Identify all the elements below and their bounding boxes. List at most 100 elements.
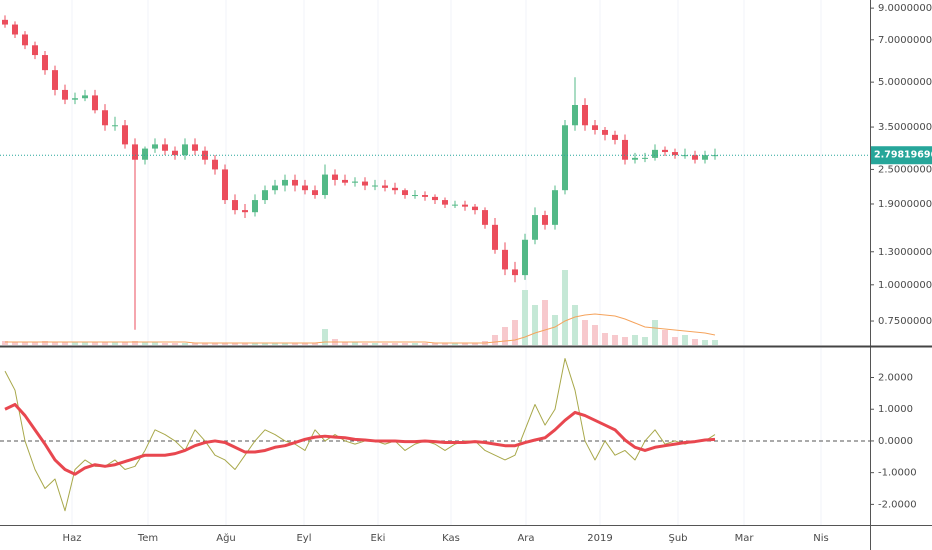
candle-body (382, 185, 388, 188)
volume-bar (632, 335, 638, 345)
volume-bar (522, 290, 528, 345)
candle-body (652, 149, 658, 158)
candle-body (462, 204, 468, 207)
x-tick-label: Nis (813, 533, 828, 544)
candle-body (642, 157, 648, 159)
candle-body (352, 181, 358, 183)
volume-bar (472, 343, 478, 345)
candle-body (662, 149, 668, 153)
x-tick-label: Tem (137, 533, 158, 544)
x-tick-label: Eki (371, 533, 386, 544)
volume-bar (602, 333, 608, 345)
candle-body (442, 200, 448, 205)
y-tick-label: 0.0000 (878, 436, 913, 447)
volume-bar (442, 343, 448, 345)
volume-bar (512, 320, 518, 345)
candle-body (342, 179, 348, 183)
volume-bar (622, 337, 628, 345)
candle-body (172, 150, 178, 156)
x-tick-label: Haz (63, 533, 82, 544)
volume-ma-line (5, 313, 716, 344)
volume-bar (292, 343, 298, 345)
candle-body (62, 89, 68, 100)
y-tick-label: 1.90000000 (878, 199, 932, 210)
volume-bar (682, 335, 688, 345)
volume-bar (322, 329, 328, 345)
volume-bar (372, 343, 378, 345)
volume-bar (392, 343, 398, 345)
x-tick-label: 2019 (587, 533, 612, 544)
x-tick-label: Kas (442, 533, 460, 544)
volume-bar (562, 270, 568, 345)
volume-bar (62, 342, 68, 345)
volume-bar (122, 342, 128, 345)
volume-bar (452, 343, 458, 345)
candle-body (82, 95, 88, 99)
y-tick-label: 1.30000000 (878, 247, 932, 258)
candle-body (162, 144, 168, 151)
volume-bar (712, 340, 718, 345)
volume-bar (152, 342, 158, 345)
volume-bar (52, 342, 58, 345)
volume-bar (582, 320, 588, 345)
candle-body (232, 200, 238, 211)
candle-body (22, 34, 28, 46)
candle-body (152, 144, 158, 149)
last-price-box (871, 146, 932, 165)
volume-bar (32, 342, 38, 345)
last-price-label: 2.79819696 (874, 150, 932, 161)
candle-body (272, 185, 278, 191)
oscillator-line (4, 402, 716, 476)
candle-body (622, 139, 628, 160)
volume-bar (132, 341, 138, 345)
candle-body (192, 144, 198, 151)
candle-body (212, 159, 218, 170)
volume-bar (262, 343, 268, 345)
candle-body (612, 134, 618, 140)
y-tick-label: 2.0000 (878, 373, 913, 384)
candle-body (2, 19, 8, 25)
volume-bar (592, 325, 598, 345)
candle-body (592, 125, 598, 130)
grid-layer (71, 0, 822, 525)
candle-body (72, 98, 78, 100)
candle-body (222, 169, 228, 201)
candle-body (132, 144, 138, 160)
candle-body (182, 144, 188, 156)
volume-bar (92, 342, 98, 345)
x-tick-label: Eyl (296, 533, 311, 544)
candle-body (52, 70, 58, 90)
y-tick-label: -2.0000 (878, 499, 917, 510)
x-tick-label: Ara (517, 533, 534, 544)
volume-bar (192, 343, 198, 345)
volume-bar (242, 343, 248, 345)
candle-body (412, 195, 418, 197)
candle-body (522, 239, 528, 276)
volume-bar (72, 342, 78, 345)
candle-body (312, 190, 318, 196)
volume-bar (542, 300, 548, 345)
candle-body (392, 187, 398, 191)
volume-bar (232, 343, 238, 345)
volume-bar (532, 305, 538, 345)
candle-body (322, 174, 328, 196)
candle-body (282, 179, 288, 186)
candle-body (122, 125, 128, 145)
volume-bar (182, 343, 188, 345)
candle-body (332, 174, 338, 180)
candle-body (12, 24, 18, 35)
candle-body (552, 190, 558, 225)
volume-bar (222, 343, 228, 345)
candle-body (582, 104, 588, 126)
candle-body (142, 148, 148, 160)
volume-bar (432, 343, 438, 345)
plot-layer (0, 15, 870, 512)
volume-bar (272, 343, 278, 345)
oscillator-line (4, 357, 716, 512)
volume-bar (102, 342, 108, 345)
volume-bar (172, 343, 178, 345)
candle-body (632, 157, 638, 160)
